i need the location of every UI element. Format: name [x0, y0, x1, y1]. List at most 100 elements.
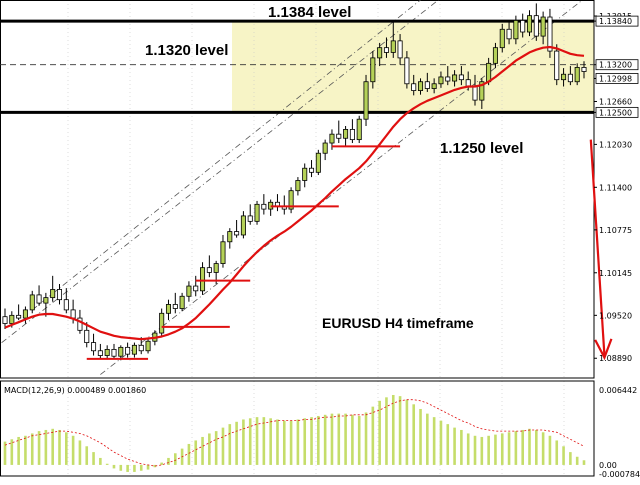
macd-bar: [65, 432, 68, 465]
candle-body: [431, 83, 437, 89]
macd-bar: [119, 464, 123, 471]
macd-bar: [221, 427, 225, 465]
macd-bar: [112, 464, 116, 469]
price-tag: [595, 73, 639, 84]
macd-bar: [201, 436, 204, 465]
macd-bar: [371, 406, 375, 465]
candle-body: [520, 20, 526, 33]
candle-body: [36, 294, 42, 304]
candle-body: [29, 294, 35, 311]
candle-body: [547, 16, 553, 52]
macd-bar: [569, 452, 572, 465]
candle-body: [438, 76, 444, 85]
macd-bar: [214, 431, 218, 465]
channel-line-2: [100, 0, 584, 375]
candle-body: [70, 309, 76, 319]
candle-body: [499, 28, 505, 49]
macd-bar: [460, 429, 463, 465]
macd-bar: [303, 418, 307, 465]
candle-body: [472, 86, 478, 101]
macd-bar: [541, 432, 545, 465]
macd-bar: [133, 464, 136, 472]
moving-average-line: [4, 45, 585, 341]
candle-body: [56, 289, 63, 301]
candle-body: [567, 73, 573, 83]
macd-bar: [58, 429, 61, 465]
macd-bar: [269, 418, 272, 465]
candle-body: [206, 267, 212, 273]
candle-body: [540, 16, 546, 37]
macd-bar: [528, 428, 531, 465]
candle-body: [343, 129, 349, 139]
macd-bar: [24, 435, 27, 465]
macd-bar: [85, 446, 89, 465]
candle-body: [458, 74, 464, 81]
candle-body: [445, 76, 451, 82]
candle-body: [63, 299, 69, 311]
candle-body: [404, 57, 410, 85]
candle-body: [22, 309, 28, 319]
macd-bar: [480, 436, 484, 465]
macd-bar: [262, 417, 266, 465]
macd-bar: [555, 440, 559, 465]
macd-bar: [514, 431, 518, 465]
macd-bar: [296, 419, 300, 465]
macd-bar: [10, 439, 14, 465]
candle-body: [220, 241, 226, 264]
macd-bar: [378, 400, 381, 465]
candle-body: [452, 74, 458, 82]
macd-bar: [139, 464, 143, 471]
candle-body: [411, 83, 417, 91]
macd-bar: [344, 413, 347, 465]
candle-body: [200, 267, 206, 292]
macd-bar: [105, 463, 109, 465]
candle-body: [377, 47, 383, 59]
candle-body: [349, 129, 355, 141]
forecast-arrow-shaft: [589, 139, 606, 356]
candle-body: [288, 190, 294, 210]
macd-bar: [351, 414, 354, 465]
macd-bar: [289, 420, 293, 465]
candle-body: [261, 203, 267, 210]
candle-body: [581, 67, 587, 72]
macd-bar: [51, 428, 54, 465]
macd-bar: [228, 424, 232, 465]
price-tick-label: 1.12500: [599, 108, 632, 117]
macd-bar: [282, 420, 286, 465]
candle-body: [390, 40, 396, 53]
candle-body: [356, 118, 362, 141]
macd-signal-line: [4, 399, 585, 467]
macd-bar: [167, 457, 170, 465]
forecast-arrow-head: [594, 338, 613, 361]
candle-body: [179, 295, 185, 309]
price-tick-label: 1.08890: [599, 354, 632, 363]
price-tag: [595, 15, 639, 27]
candle-body: [2, 316, 8, 324]
macd-bar: [466, 433, 470, 465]
macd-bar: [153, 464, 157, 468]
channel-line-1: [31, 0, 421, 311]
candle-body: [486, 62, 492, 83]
candle-body: [84, 329, 90, 343]
candle-body: [302, 167, 308, 181]
candle-body: [533, 15, 539, 37]
macd-bar: [391, 394, 395, 465]
macd-bar: [242, 419, 245, 465]
candle-body: [479, 81, 485, 101]
macd-bar: [276, 419, 279, 465]
candle-body: [213, 263, 219, 273]
candle-body: [526, 15, 533, 33]
macd-bar: [187, 443, 191, 465]
candle-body: [295, 180, 301, 192]
candle-body: [363, 81, 369, 120]
candle-body: [397, 40, 403, 59]
macd-bar: [30, 433, 34, 465]
candle-body: [424, 81, 430, 89]
price-tick-label: 1.11400: [599, 183, 632, 192]
candle-body: [574, 67, 580, 83]
candle-body: [9, 314, 15, 324]
candle-body: [104, 348, 110, 356]
macd-bar: [71, 435, 75, 465]
